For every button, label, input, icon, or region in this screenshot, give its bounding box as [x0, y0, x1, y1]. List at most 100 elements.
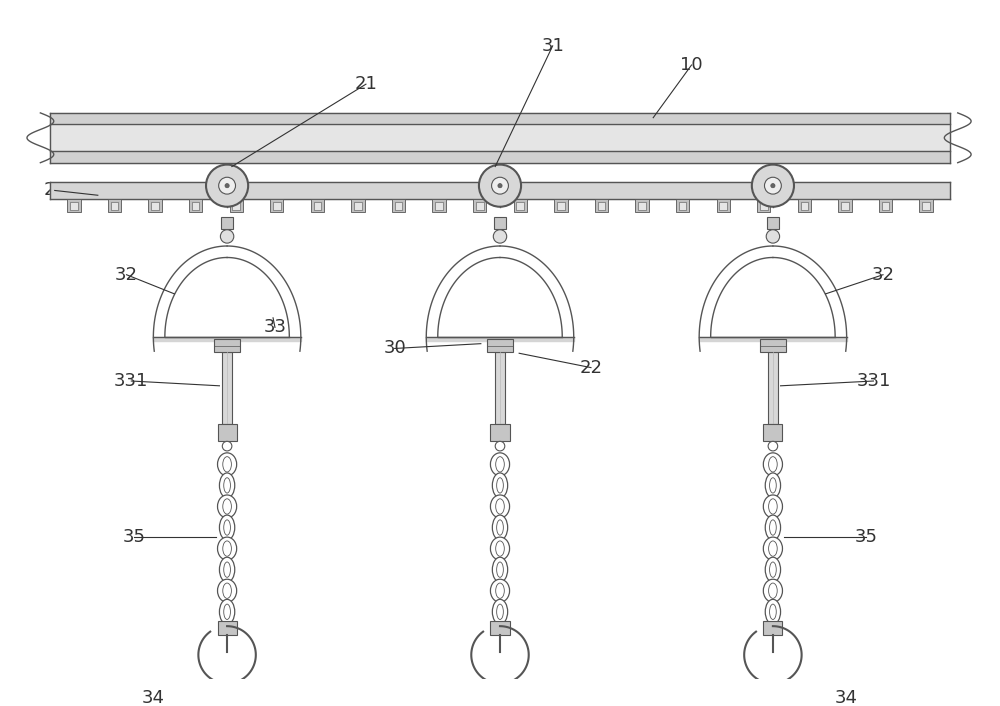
Ellipse shape: [490, 453, 510, 476]
Bar: [148, 199, 162, 213]
Circle shape: [752, 164, 794, 207]
Bar: [638, 202, 646, 210]
Bar: [108, 199, 121, 213]
Bar: [516, 202, 524, 210]
Bar: [314, 202, 321, 210]
Ellipse shape: [223, 541, 231, 556]
Ellipse shape: [219, 599, 235, 624]
Text: 20: 20: [43, 181, 66, 200]
Ellipse shape: [769, 583, 777, 599]
Ellipse shape: [497, 478, 503, 493]
Circle shape: [225, 184, 229, 188]
Bar: [70, 202, 78, 210]
Ellipse shape: [218, 453, 237, 476]
Bar: [557, 202, 565, 210]
Ellipse shape: [224, 520, 230, 535]
Text: 32: 32: [872, 265, 895, 284]
Ellipse shape: [763, 579, 782, 602]
Text: 35: 35: [123, 528, 146, 546]
Ellipse shape: [218, 537, 237, 560]
Ellipse shape: [763, 495, 782, 518]
Bar: [218, 621, 237, 635]
Bar: [760, 339, 786, 352]
Bar: [768, 352, 778, 424]
Circle shape: [498, 184, 502, 188]
Bar: [763, 621, 782, 635]
Bar: [111, 202, 118, 210]
Ellipse shape: [218, 579, 237, 602]
Circle shape: [764, 177, 781, 194]
Bar: [189, 199, 202, 213]
Bar: [598, 202, 605, 210]
Circle shape: [219, 177, 236, 194]
Bar: [351, 199, 365, 213]
Bar: [760, 202, 768, 210]
Bar: [67, 199, 81, 213]
Ellipse shape: [770, 604, 776, 619]
Circle shape: [206, 164, 248, 207]
Bar: [490, 424, 510, 441]
Text: 22: 22: [579, 359, 602, 376]
Ellipse shape: [497, 520, 503, 535]
Bar: [395, 202, 402, 210]
Text: 33: 33: [263, 318, 286, 336]
Circle shape: [495, 441, 505, 451]
Bar: [595, 199, 608, 213]
Text: 331: 331: [114, 372, 149, 390]
Ellipse shape: [224, 562, 230, 578]
Circle shape: [479, 164, 521, 207]
Bar: [476, 202, 484, 210]
Bar: [919, 199, 933, 213]
Ellipse shape: [769, 541, 777, 556]
Ellipse shape: [496, 499, 504, 514]
Bar: [270, 199, 283, 213]
Bar: [435, 202, 443, 210]
Bar: [798, 199, 811, 213]
Circle shape: [766, 229, 780, 243]
Ellipse shape: [490, 579, 510, 602]
Bar: [841, 202, 849, 210]
Bar: [473, 199, 486, 213]
Bar: [763, 424, 782, 441]
Ellipse shape: [490, 537, 510, 560]
Bar: [922, 202, 930, 210]
Ellipse shape: [223, 499, 231, 514]
Text: 10: 10: [680, 56, 703, 74]
Bar: [838, 199, 852, 213]
Bar: [487, 339, 513, 352]
Bar: [554, 199, 568, 213]
Ellipse shape: [492, 473, 508, 498]
Text: 35: 35: [854, 528, 877, 546]
Bar: [214, 339, 240, 352]
Circle shape: [493, 229, 507, 243]
Text: 34: 34: [142, 689, 165, 706]
Bar: [273, 202, 281, 210]
Circle shape: [222, 441, 232, 451]
Bar: [232, 202, 240, 210]
Bar: [151, 202, 159, 210]
Bar: [192, 202, 199, 210]
Ellipse shape: [765, 515, 781, 540]
Ellipse shape: [496, 583, 504, 599]
Text: 21: 21: [355, 75, 377, 93]
Bar: [494, 217, 506, 229]
Ellipse shape: [763, 537, 782, 560]
Ellipse shape: [219, 473, 235, 498]
Bar: [679, 202, 686, 210]
Circle shape: [771, 184, 775, 188]
Bar: [218, 424, 237, 441]
Ellipse shape: [223, 457, 231, 472]
Ellipse shape: [765, 473, 781, 498]
Ellipse shape: [492, 515, 508, 540]
Bar: [311, 199, 324, 213]
Circle shape: [220, 229, 234, 243]
Bar: [717, 199, 730, 213]
Bar: [490, 621, 510, 635]
Ellipse shape: [770, 520, 776, 535]
Ellipse shape: [765, 599, 781, 624]
Bar: [221, 217, 233, 229]
Bar: [767, 217, 779, 229]
Ellipse shape: [765, 557, 781, 582]
Text: 34: 34: [835, 689, 858, 706]
Ellipse shape: [223, 583, 231, 599]
